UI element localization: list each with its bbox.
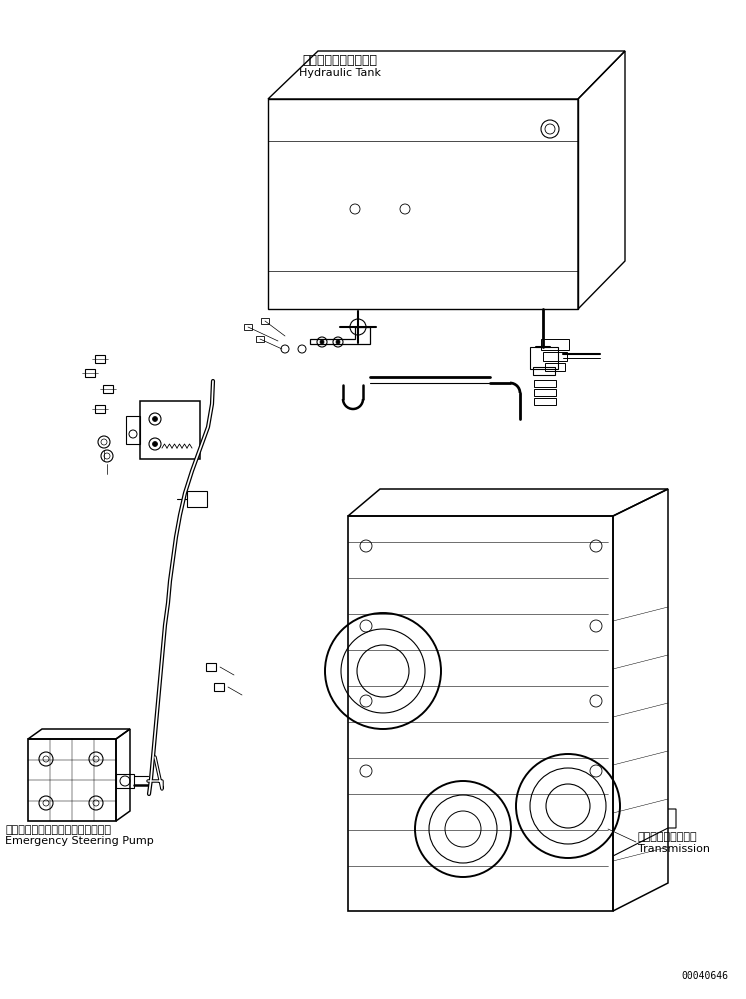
- Text: Emergency Steering Pump: Emergency Steering Pump: [5, 836, 154, 846]
- Bar: [530, 347, 558, 369]
- Bar: [545, 363, 565, 371]
- Bar: [534, 398, 556, 405]
- Bar: [541, 339, 569, 350]
- Bar: [206, 663, 216, 671]
- Bar: [103, 385, 113, 393]
- Bar: [244, 324, 252, 330]
- Bar: [533, 367, 555, 375]
- Text: Hydraulic Tank: Hydraulic Tank: [299, 68, 381, 78]
- Text: トランスミッション: トランスミッション: [638, 832, 698, 842]
- Bar: [95, 355, 105, 363]
- Circle shape: [152, 417, 157, 422]
- Bar: [187, 491, 207, 507]
- Text: エマージェンシステアリングポンプ: エマージェンシステアリングポンプ: [5, 825, 111, 835]
- Bar: [214, 683, 224, 691]
- Bar: [116, 774, 134, 788]
- Bar: [126, 416, 140, 444]
- Bar: [261, 318, 269, 324]
- Bar: [28, 739, 116, 821]
- Bar: [534, 389, 556, 396]
- Bar: [85, 369, 95, 377]
- Text: 00040646: 00040646: [681, 971, 728, 981]
- Bar: [256, 336, 264, 342]
- Circle shape: [336, 340, 340, 344]
- Text: ハイドロリックタンク: ハイドロリックタンク: [302, 55, 377, 68]
- Text: Transmission: Transmission: [638, 844, 710, 854]
- Bar: [534, 380, 556, 387]
- Bar: [543, 352, 567, 361]
- Bar: [348, 516, 613, 911]
- Circle shape: [320, 340, 324, 344]
- Bar: [95, 405, 105, 413]
- Circle shape: [152, 442, 157, 447]
